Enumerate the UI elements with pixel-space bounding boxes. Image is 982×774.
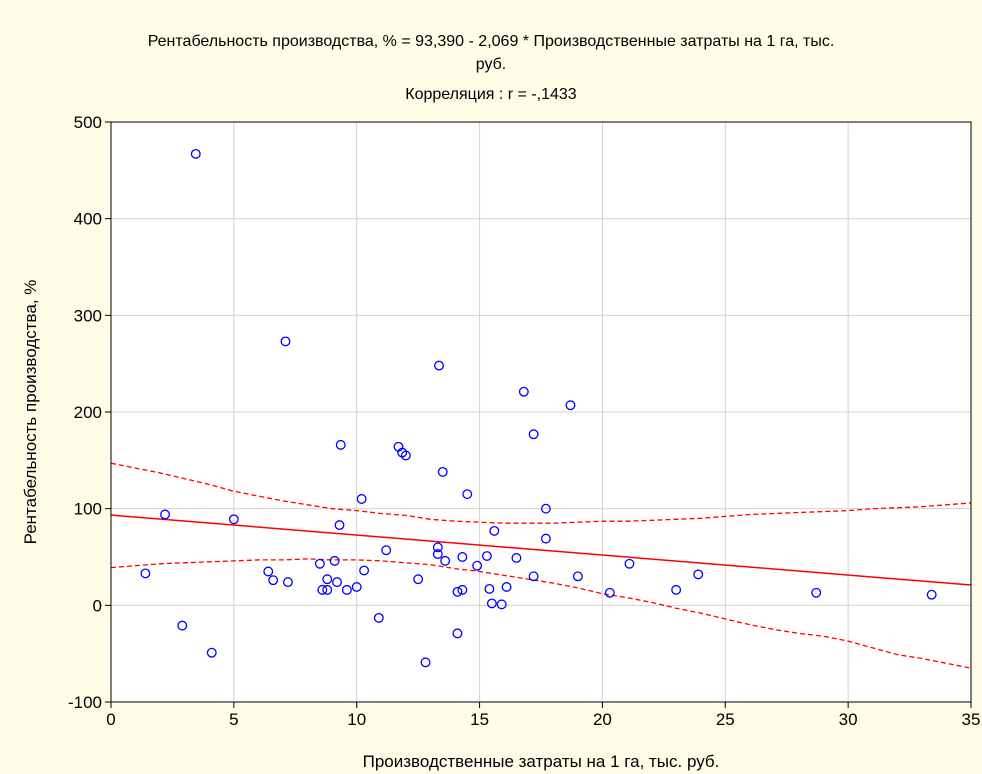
data-point bbox=[496, 599, 507, 610]
y-axis-label: Рентабельность производства, % bbox=[21, 280, 40, 545]
data-point bbox=[160, 509, 171, 520]
data-point bbox=[329, 555, 340, 566]
data-point bbox=[457, 584, 468, 595]
data-point bbox=[263, 566, 274, 577]
data-point bbox=[481, 551, 492, 561]
data-point bbox=[206, 647, 217, 658]
y-tick-label: 0 bbox=[93, 596, 102, 615]
data-point bbox=[624, 558, 635, 569]
x-tick-label: 30 bbox=[839, 710, 858, 729]
y-tick-label: 100 bbox=[74, 500, 102, 519]
data-point bbox=[811, 587, 822, 598]
data-point bbox=[432, 549, 443, 560]
data-point bbox=[486, 598, 497, 609]
chart-title-line-2: руб. bbox=[475, 56, 507, 73]
data-point bbox=[341, 584, 352, 595]
confidence-band-upper bbox=[110, 462, 972, 524]
data-point bbox=[356, 494, 367, 504]
data-point bbox=[501, 582, 512, 592]
data-point bbox=[511, 553, 522, 563]
data-point bbox=[413, 574, 424, 585]
grid bbox=[111, 122, 971, 702]
x-tick-label: 10 bbox=[347, 710, 366, 729]
data-point bbox=[572, 571, 583, 582]
data-point bbox=[314, 558, 325, 569]
data-point bbox=[452, 586, 463, 597]
data-point bbox=[322, 574, 333, 585]
data-point bbox=[528, 571, 539, 582]
data-point bbox=[671, 584, 682, 595]
y-tick-label: 300 bbox=[74, 306, 102, 325]
data-point bbox=[381, 545, 392, 556]
data-point bbox=[457, 552, 468, 562]
data-point bbox=[432, 542, 443, 553]
y-tick-label: 200 bbox=[74, 403, 102, 422]
y-tick-label: -100 bbox=[68, 693, 102, 712]
x-tick-label: 35 bbox=[962, 710, 981, 729]
data-point bbox=[565, 400, 576, 411]
data-point bbox=[334, 520, 345, 531]
x-tick-label: 0 bbox=[106, 710, 115, 729]
data-point bbox=[462, 489, 473, 500]
data-points bbox=[140, 148, 937, 668]
data-point bbox=[322, 584, 333, 595]
data-point bbox=[359, 565, 370, 576]
data-point bbox=[332, 577, 343, 588]
data-point bbox=[926, 589, 937, 600]
x-tick-label: 5 bbox=[229, 710, 238, 729]
regression-line-layer bbox=[110, 514, 972, 586]
confidence-band-lower bbox=[110, 558, 972, 669]
data-point bbox=[140, 568, 151, 579]
chart-title-line-1: Рентабельность производства, % = 93,390 … bbox=[147, 33, 835, 50]
data-point bbox=[335, 439, 346, 450]
data-point bbox=[268, 575, 279, 586]
data-point bbox=[437, 466, 448, 477]
data-point bbox=[420, 657, 431, 668]
y-tick-label: 400 bbox=[74, 210, 102, 229]
data-point bbox=[540, 503, 551, 514]
x-tick-label: 20 bbox=[593, 710, 612, 729]
data-point bbox=[452, 628, 463, 639]
data-point bbox=[373, 612, 384, 623]
data-point bbox=[434, 360, 444, 371]
confidence-band bbox=[110, 462, 972, 669]
data-point bbox=[489, 525, 500, 536]
data-point bbox=[190, 148, 201, 159]
x-tick-label: 25 bbox=[716, 710, 735, 729]
data-point bbox=[317, 584, 328, 595]
chart-subtitle-correlation: Корреляция : r = -,1433 bbox=[405, 86, 577, 103]
data-point bbox=[228, 514, 239, 525]
y-tick-label: 500 bbox=[74, 113, 102, 132]
data-point bbox=[282, 577, 293, 588]
data-point bbox=[440, 555, 451, 566]
data-point bbox=[528, 429, 539, 440]
data-point bbox=[280, 336, 291, 347]
data-point bbox=[484, 583, 495, 594]
data-point bbox=[400, 450, 411, 461]
data-point bbox=[518, 386, 529, 397]
data-point bbox=[604, 587, 615, 598]
x-tick-label: 15 bbox=[470, 710, 489, 729]
data-point bbox=[693, 569, 704, 580]
x-axis-label: Производственные затраты на 1 га, тыс. р… bbox=[363, 752, 720, 771]
data-point bbox=[540, 533, 551, 544]
data-point bbox=[472, 560, 483, 571]
data-point bbox=[351, 582, 362, 592]
data-point bbox=[177, 620, 188, 631]
regression-line bbox=[110, 514, 972, 586]
